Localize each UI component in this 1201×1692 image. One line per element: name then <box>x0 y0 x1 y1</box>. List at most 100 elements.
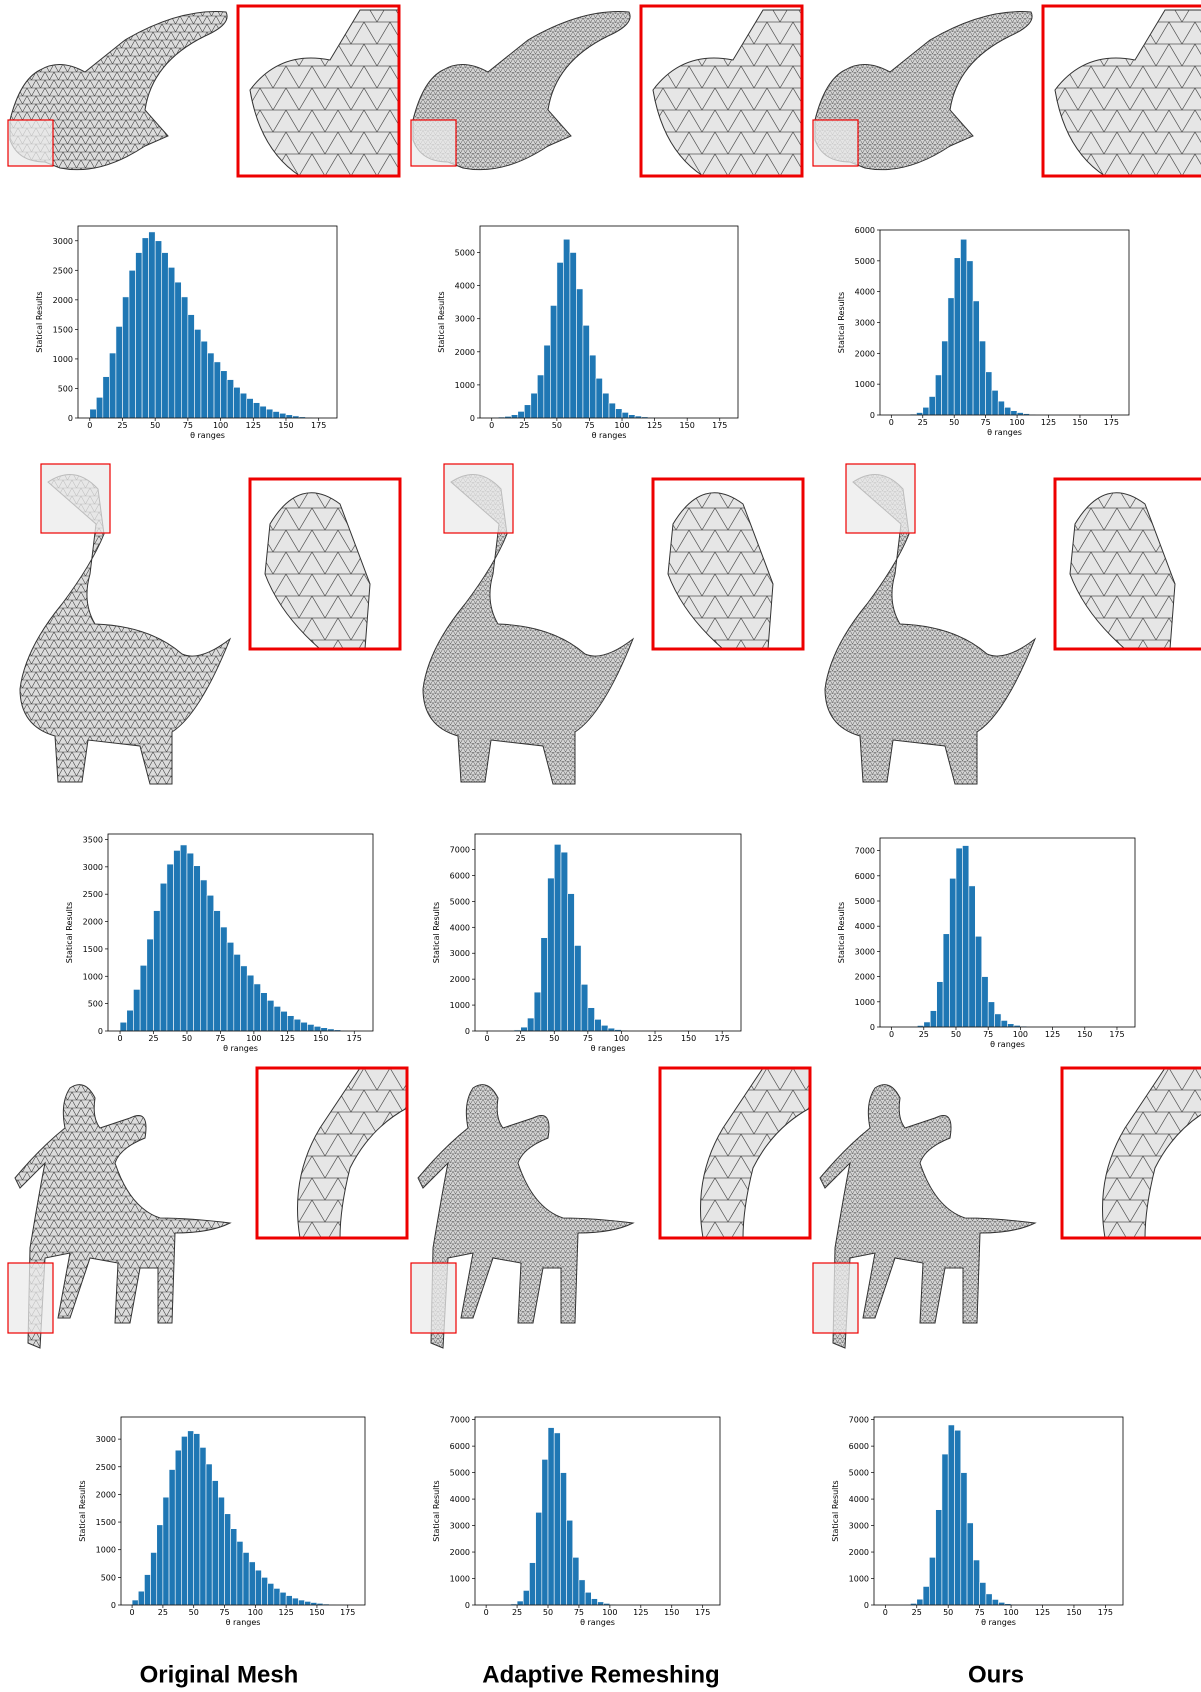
bar <box>948 298 954 415</box>
bar <box>554 1433 560 1605</box>
mesh-panel <box>411 6 802 176</box>
column-label: Original Mesh <box>140 1661 299 1688</box>
y-tick-label: 1000 <box>855 998 875 1007</box>
bar <box>550 305 557 418</box>
y-tick-label: 3000 <box>455 315 475 324</box>
y-tick-label: 3000 <box>450 949 470 958</box>
y-tick-label: 3000 <box>450 1522 470 1531</box>
y-tick-label: 2500 <box>53 266 73 275</box>
x-tick-label: 100 <box>614 421 629 430</box>
bar <box>266 409 273 418</box>
bar <box>314 1026 321 1031</box>
bar <box>162 253 169 418</box>
bar <box>279 413 286 418</box>
y-tick-label: 2000 <box>450 975 470 984</box>
bar <box>602 393 609 418</box>
zoom-region <box>8 1263 53 1333</box>
bar <box>950 878 956 1027</box>
x-tick-label: 175 <box>1104 418 1119 427</box>
bar <box>206 1464 212 1605</box>
y-tick-label: 1000 <box>96 1546 116 1555</box>
bar <box>973 1560 979 1605</box>
x-tick-label: 150 <box>664 1608 679 1617</box>
y-tick-label: 0 <box>870 411 875 420</box>
bar <box>563 239 570 418</box>
bar <box>181 1436 187 1605</box>
y-tick-label: 0 <box>68 414 73 423</box>
y-tick-label: 2000 <box>855 973 875 982</box>
y-tick-label: 4000 <box>450 1495 470 1504</box>
x-tick-label: 25 <box>519 421 529 430</box>
mesh-panel <box>813 6 1201 176</box>
bar <box>988 1002 994 1027</box>
y-axis-label: Statical Results <box>432 1480 441 1541</box>
bar <box>570 252 577 418</box>
x-tick-label: 75 <box>981 418 991 427</box>
x-tick-label: 175 <box>1098 1608 1113 1617</box>
mesh-images <box>8 6 1201 1348</box>
y-tick-label: 7000 <box>849 1416 869 1425</box>
y-tick-label: 1000 <box>53 355 73 364</box>
x-tick-label: 75 <box>584 421 594 430</box>
bar <box>144 1575 150 1605</box>
bar <box>998 401 1004 415</box>
bar <box>596 378 603 418</box>
y-tick-label: 6000 <box>450 871 470 880</box>
x-tick-label: 25 <box>148 1034 158 1043</box>
bar <box>591 1599 597 1605</box>
y-tick-label: 1500 <box>83 945 103 954</box>
bar <box>579 1580 585 1605</box>
bar <box>518 411 525 418</box>
x-tick-label: 100 <box>1003 1608 1018 1617</box>
bar <box>286 415 293 418</box>
y-tick-label: 2000 <box>53 296 73 305</box>
bar <box>168 267 175 418</box>
x-tick-label: 75 <box>975 1608 985 1617</box>
bar <box>960 239 966 415</box>
y-tick-label: 0 <box>465 1601 470 1610</box>
y-axis-label: Statical Results <box>831 1480 840 1541</box>
bar <box>155 241 162 418</box>
x-tick-label: 75 <box>219 1608 229 1617</box>
zoom-region <box>8 120 53 166</box>
x-tick-label: 50 <box>189 1608 199 1617</box>
x-tick-label: 0 <box>130 1608 135 1617</box>
x-tick-label: 150 <box>1066 1608 1081 1617</box>
y-tick-label: 1000 <box>849 1575 869 1584</box>
y-tick-label: 0 <box>470 414 475 423</box>
x-tick-label: 125 <box>1041 418 1056 427</box>
x-tick-label: 125 <box>278 1608 293 1617</box>
y-tick-label: 1000 <box>450 1575 470 1584</box>
y-axis-label: Statical Results <box>35 291 44 352</box>
x-tick-label: 0 <box>889 1030 894 1039</box>
bar <box>221 371 228 418</box>
bar <box>982 977 988 1027</box>
bar <box>616 409 623 418</box>
bar <box>608 1028 615 1031</box>
page: Original Mesh Adaptive Remeshing Ours 02… <box>0 0 1201 1692</box>
bar <box>629 415 636 418</box>
bar <box>201 341 208 418</box>
bar <box>247 975 254 1031</box>
y-tick-label: 0 <box>465 1027 470 1036</box>
bar <box>568 894 575 1031</box>
y-tick-label: 3000 <box>53 237 73 246</box>
y-tick-label: 1000 <box>450 1001 470 1010</box>
bar <box>274 1006 281 1031</box>
y-tick-label: 7000 <box>450 1416 470 1425</box>
bar <box>280 1592 286 1605</box>
bar <box>601 1025 608 1031</box>
x-tick-label: 50 <box>949 418 959 427</box>
bar <box>557 262 564 418</box>
x-tick-label: 0 <box>889 418 894 427</box>
x-tick-label: 50 <box>951 1030 961 1039</box>
bar <box>948 1425 954 1605</box>
bar <box>1005 407 1011 415</box>
x-tick-label: 25 <box>919 1030 929 1039</box>
zoom-region <box>411 1263 456 1333</box>
bar <box>120 1022 127 1031</box>
x-tick-label: 50 <box>182 1034 192 1043</box>
bar <box>935 375 941 415</box>
bar <box>187 853 194 1031</box>
bar <box>151 1552 157 1605</box>
